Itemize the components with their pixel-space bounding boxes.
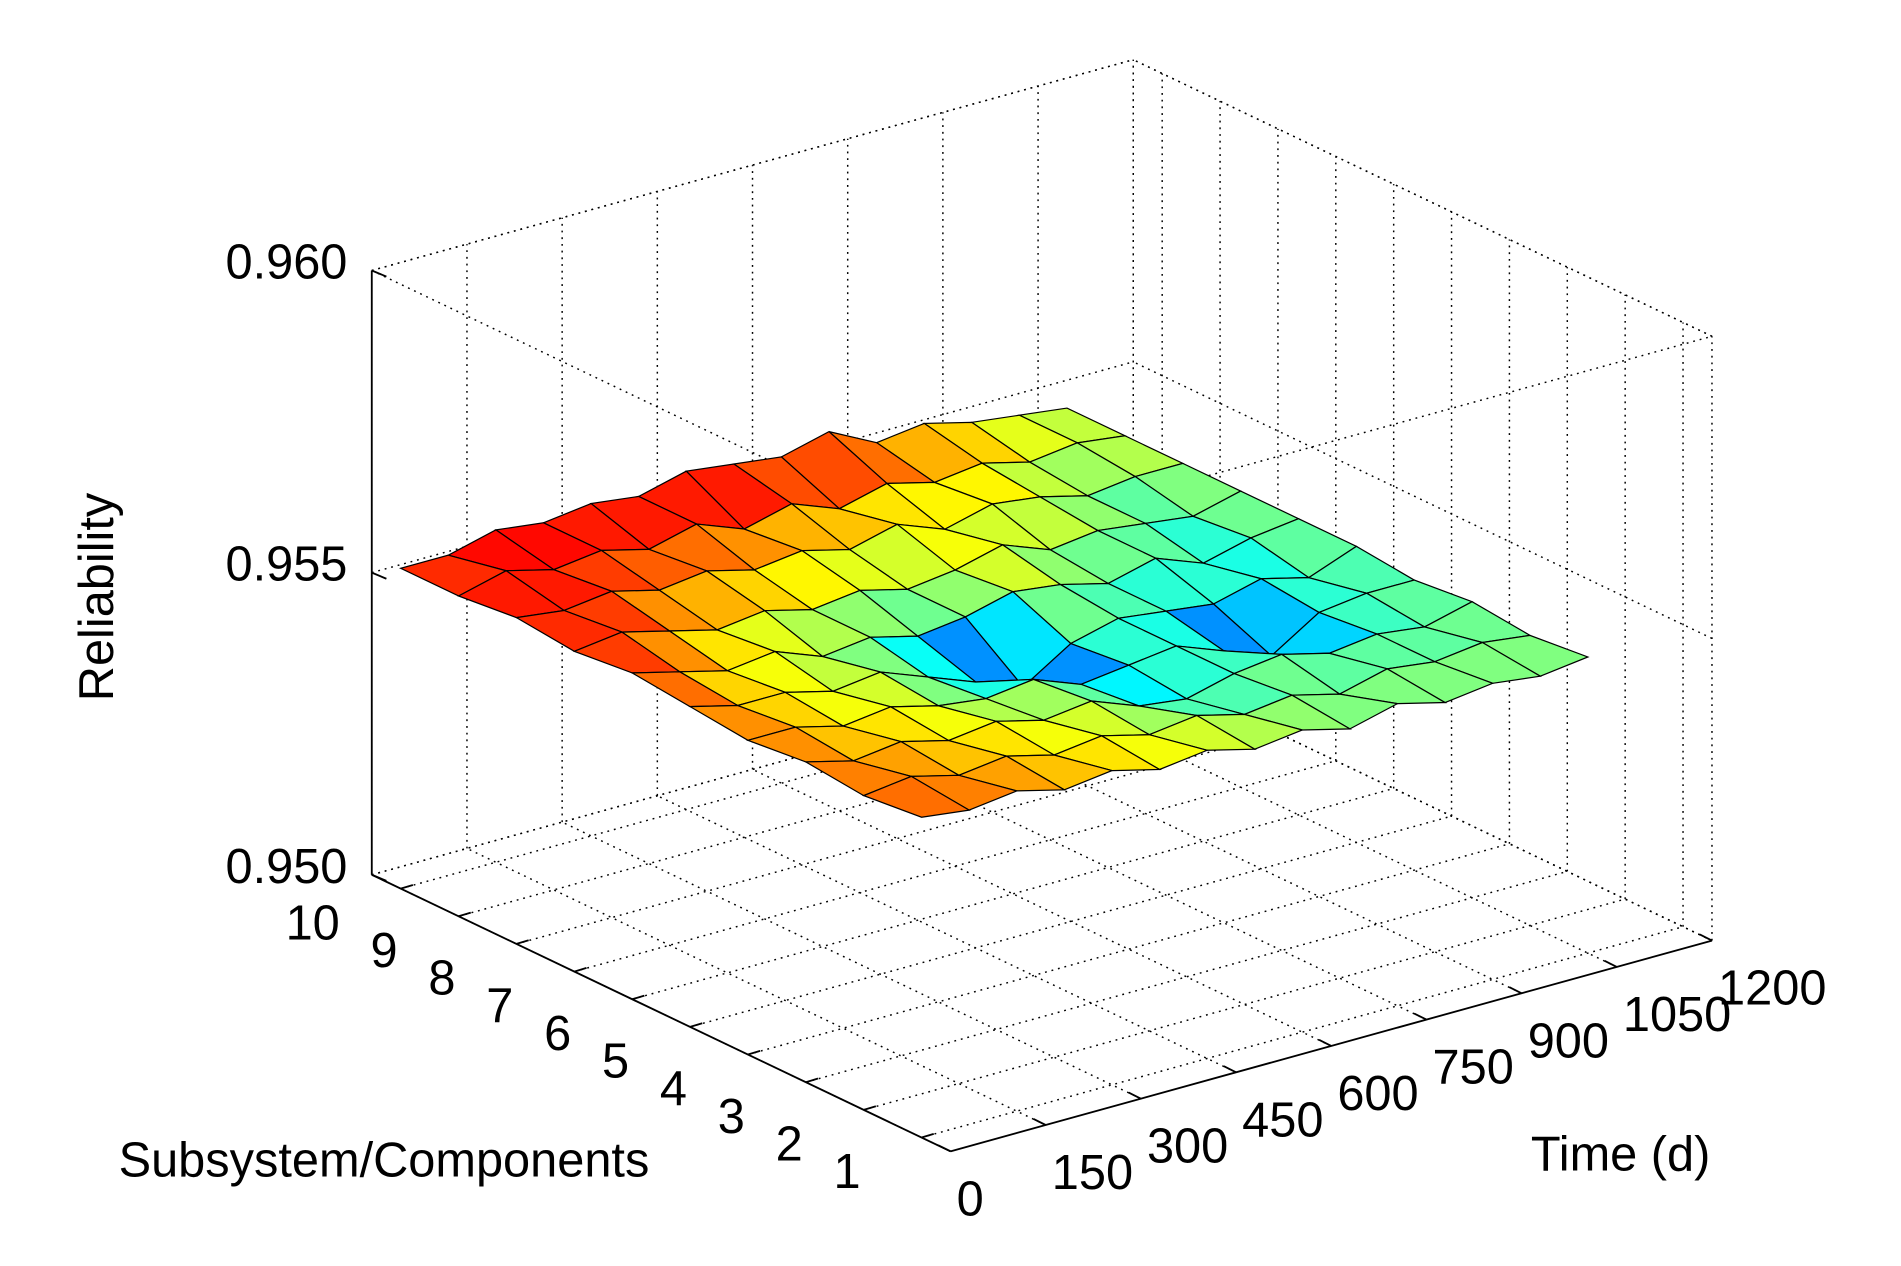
grid-line: [561, 821, 1142, 1100]
x-tick: [1128, 1091, 1142, 1100]
y-tick: [863, 1105, 877, 1111]
y-tick: [805, 1077, 819, 1084]
surface-layer: [398, 407, 1590, 818]
y-tick: [747, 1050, 761, 1056]
y-axis: [371, 873, 951, 1153]
grid-line: [574, 760, 1337, 973]
x-tick: [1318, 1039, 1332, 1047]
x-axis-label: Time (d): [1531, 1127, 1711, 1181]
x-tick-label: 600: [1337, 1067, 1418, 1121]
x-tick: [1033, 1118, 1047, 1126]
x-tick-label: 750: [1433, 1041, 1514, 1095]
x-tick: [1413, 1012, 1427, 1021]
y-tick: [400, 884, 414, 890]
y-tick: [458, 911, 472, 918]
surface-patch: [862, 775, 971, 818]
x-tick-label: 300: [1147, 1120, 1228, 1174]
x-tick-label: 150: [1052, 1146, 1133, 1200]
grid-line: [632, 787, 1394, 1000]
y-tick-label: 9: [371, 924, 398, 978]
y-tick-label: 7: [486, 979, 513, 1033]
z-axis-label: Reliability: [70, 492, 124, 701]
grid-line: [805, 870, 1568, 1083]
x-tick: [1604, 960, 1618, 968]
axis-layer: 0 150 300 450 600 750 900 10501200123456789100.…: [225, 235, 1826, 1226]
z-tick-label: 0.955: [225, 538, 347, 592]
grid-line: [466, 847, 1046, 1126]
x-axis: [950, 939, 1713, 1153]
grid-line: [752, 768, 1332, 1047]
grid-line: [371, 361, 1134, 574]
z-tick: [371, 873, 387, 882]
grid-line: [371, 58, 1134, 272]
y-axis-label: Subsystem/Components: [119, 1133, 650, 1187]
x-tick: [1509, 986, 1523, 995]
z-tick-label: 0.950: [225, 840, 347, 894]
box-edge: [950, 335, 1713, 548]
x-tick-label: 450: [1242, 1093, 1323, 1147]
grid-line: [863, 898, 1626, 1111]
y-tick-label: 3: [718, 1090, 745, 1144]
y-tick-label: 6: [544, 1007, 571, 1061]
x-tick: [937, 1144, 951, 1153]
x-tick-label: 900: [1528, 1014, 1609, 1068]
y-tick-label: 5: [602, 1035, 629, 1089]
y-tick-label: 2: [776, 1118, 803, 1172]
x-tick: [1223, 1065, 1237, 1074]
x-tick: [1699, 933, 1713, 942]
y-tick: [921, 1132, 935, 1139]
grid-line: [689, 815, 1452, 1028]
z-tick-label: 0.960: [225, 235, 347, 289]
y-tick: [689, 1022, 703, 1028]
y-tick: [574, 967, 587, 973]
y-tick: [631, 994, 645, 1001]
y-tick-label: 1: [834, 1145, 861, 1199]
z-tick: [371, 571, 387, 580]
y-tick-label: 10: [286, 896, 340, 950]
x-tick-label: 0: [957, 1172, 984, 1226]
y-tick: [516, 939, 529, 945]
x-tick-label: 1050: [1623, 988, 1731, 1042]
z-tick: [371, 269, 387, 278]
grid-line: [921, 926, 1684, 1139]
y-tick-label: 4: [660, 1062, 687, 1116]
x-tick-label: 1200: [1718, 962, 1826, 1016]
grid-line: [747, 843, 1510, 1056]
y-tick-label: 8: [428, 952, 455, 1006]
